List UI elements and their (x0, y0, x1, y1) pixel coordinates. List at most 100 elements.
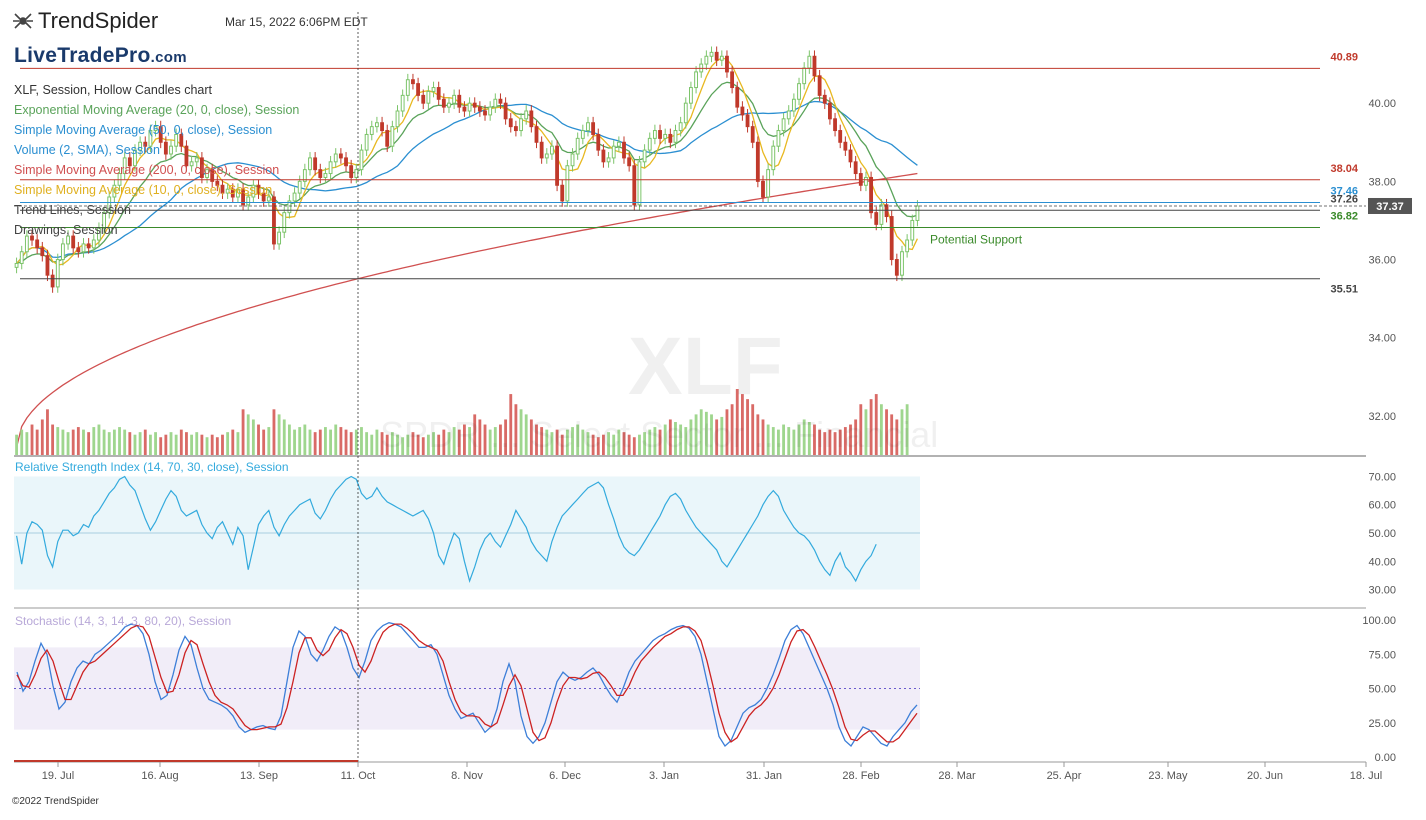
legend-item[interactable]: Exponential Moving Average (20, 0, close… (14, 103, 300, 117)
volume-bar (504, 419, 508, 455)
candle-body (864, 176, 868, 186)
candle-body (282, 212, 287, 233)
candle-body (102, 212, 107, 229)
candle-body (169, 145, 173, 155)
volume-bar (298, 427, 302, 455)
candle-body (91, 239, 96, 249)
volume-bar (591, 434, 595, 455)
candle-body (292, 192, 297, 202)
candle-body (853, 161, 858, 175)
candle-body (694, 71, 698, 89)
candle-body (591, 122, 596, 135)
volume-bar (833, 432, 837, 455)
candle-body (431, 87, 436, 92)
volume-bar (740, 394, 744, 455)
candle-body (658, 130, 662, 139)
candle-body (30, 235, 34, 241)
volume-bar (324, 427, 327, 455)
volume-bar (900, 409, 904, 455)
volume-bar (293, 429, 296, 455)
candle-body (488, 106, 493, 116)
legend-item[interactable]: Simple Moving Average (10, 0, close), Se… (14, 183, 273, 197)
volume-bar (128, 432, 132, 455)
candle-body (436, 87, 441, 100)
stoch-axis-label: 25.00 (1368, 718, 1396, 730)
candle-body (843, 141, 848, 151)
volume-bar (761, 419, 765, 455)
legend-item[interactable]: Simple Moving Average (50, 0, close), Se… (14, 123, 273, 137)
candle-body (910, 219, 915, 241)
candle-body (359, 149, 364, 171)
candle-body (447, 102, 451, 108)
volume-bar (483, 424, 487, 455)
candle-body (158, 126, 163, 143)
volume-bar (267, 427, 271, 455)
candle-body (86, 243, 91, 249)
price-axis-label: 40.00 (1368, 98, 1396, 110)
stoch-axis-label: 50.00 (1368, 684, 1396, 696)
candle-body (493, 98, 498, 108)
volume-bar (555, 429, 559, 455)
legend-item[interactable]: Simple Moving Average (200, 0, close), S… (14, 163, 280, 177)
volume-bar (313, 432, 317, 455)
volume-bar (658, 429, 662, 455)
legend-item[interactable]: Trend Lines, Session (14, 203, 131, 217)
candle-body (503, 102, 508, 120)
candle-body (477, 106, 482, 112)
volume-bar (71, 429, 75, 455)
ema20-line (16, 81, 918, 265)
volume-bar (226, 432, 230, 455)
candle-body (302, 169, 307, 182)
volume-bar (426, 434, 430, 455)
volume-bar (792, 429, 796, 455)
candle-body (580, 130, 585, 139)
candle-body (323, 173, 328, 178)
volume-bar (777, 429, 780, 455)
volume-bar (581, 429, 585, 455)
candle-body (441, 98, 446, 108)
legend-item[interactable]: Volume (2, SMA), Session (14, 143, 160, 157)
volume-bar (879, 404, 883, 455)
candle-body (652, 130, 657, 139)
candle-body (725, 55, 729, 73)
candle-body (848, 149, 853, 163)
candle-body (719, 55, 724, 61)
logo-text: TrendSpider (38, 8, 159, 33)
volume-bar (843, 427, 847, 455)
candle-body (81, 243, 86, 253)
candle-body (822, 94, 827, 104)
candle-body (349, 165, 354, 178)
candle-body (900, 251, 904, 276)
volume-bar (818, 429, 822, 455)
volume-bar (746, 399, 749, 455)
volume-bar (632, 437, 636, 455)
volume-bar (102, 429, 106, 455)
candle-body (313, 157, 318, 171)
volume-bar (771, 427, 775, 455)
volume-bar (638, 434, 641, 455)
candle-body (894, 259, 899, 276)
volume-bar (663, 424, 667, 455)
candle-body (689, 87, 693, 104)
candle-body (714, 51, 719, 61)
candle-body (704, 55, 709, 65)
candle-body (555, 145, 560, 186)
volume-bar (334, 424, 338, 455)
volume-bar (715, 419, 719, 455)
volume-bar (15, 434, 18, 455)
volume-bar (612, 434, 616, 455)
x-axis-label: 8. Nov (451, 770, 483, 782)
volume-bar (797, 424, 801, 455)
legend-item[interactable]: Drawings, Session (14, 223, 118, 237)
legend-item[interactable]: XLF, Session, Hollow Candles chart (14, 83, 213, 97)
candle-body (277, 231, 282, 245)
volume-bar (164, 434, 168, 455)
volume-bar (653, 427, 657, 455)
volume-bar (679, 424, 683, 455)
volume-bar (370, 434, 374, 455)
candle-body (637, 161, 642, 206)
volume-bar (802, 419, 806, 455)
rsi-axis-label: 50.00 (1368, 528, 1396, 540)
volume-bar (885, 409, 888, 455)
